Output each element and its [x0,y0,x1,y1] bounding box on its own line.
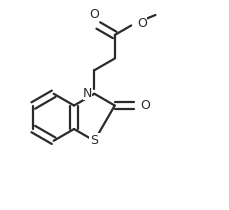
Text: O: O [140,99,150,112]
Text: O: O [136,17,146,30]
Text: S: S [90,134,98,147]
Text: O: O [89,8,99,21]
Text: N: N [83,87,92,100]
